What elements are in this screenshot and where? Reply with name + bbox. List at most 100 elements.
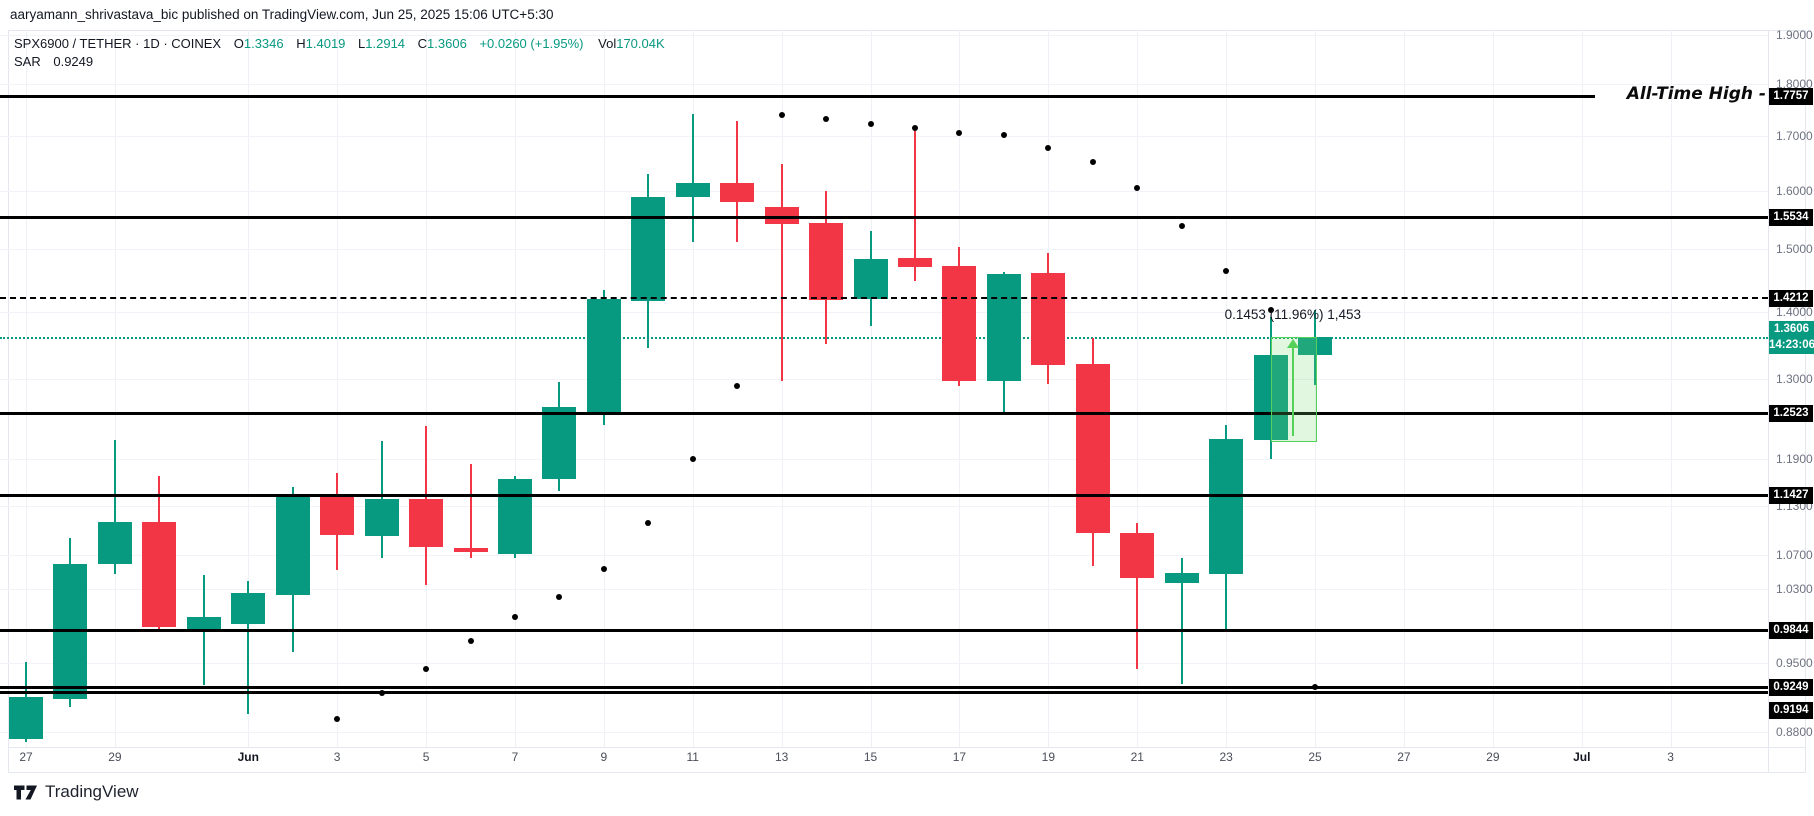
tradingview-logo-icon <box>14 785 37 800</box>
time-axis-label[interactable]: 21 <box>1130 750 1144 764</box>
gridline-horizontal <box>0 35 1768 36</box>
all-time-high-note: All-Time High - <box>1626 84 1766 105</box>
gridline-vertical <box>114 30 116 747</box>
candle-body <box>9 696 43 740</box>
gridline-vertical <box>248 30 250 747</box>
price-axis-label[interactable]: 1.8000 <box>1776 76 1813 91</box>
time-axis-label[interactable]: 7 <box>511 750 519 764</box>
gridline-vertical <box>337 30 339 747</box>
level-line[interactable] <box>0 411 1768 415</box>
sar-dot <box>956 129 963 136</box>
time-axis-label[interactable]: 15 <box>863 750 878 764</box>
high-value: 1.4019 <box>305 36 346 51</box>
price-axis-label[interactable]: 1.9000 <box>1776 28 1813 42</box>
level-axis-label: 0.9844 <box>1769 622 1813 640</box>
sar-dot <box>334 715 341 722</box>
time-axis-label[interactable]: 3 <box>333 750 341 764</box>
legend: SPX6900 / TETHER · 1D · COINEX O1.3346 H… <box>14 36 665 72</box>
candle-body <box>853 258 888 299</box>
level-line[interactable] <box>0 296 1768 299</box>
price-axis-label[interactable]: 1.1900 <box>1776 451 1813 466</box>
sar-dot <box>645 520 652 527</box>
open-value: 1.3346 <box>243 36 284 51</box>
time-axis-label[interactable]: 5 <box>422 750 430 764</box>
gridline-horizontal <box>0 190 1768 192</box>
level-line[interactable] <box>0 494 1768 498</box>
level-axis-label: 1.4212 <box>1769 289 1813 307</box>
time-axis-label[interactable]: 27 <box>19 750 33 764</box>
candle-wick <box>113 439 116 574</box>
sar-dot <box>1312 683 1319 690</box>
time-axis-label[interactable]: 13 <box>774 750 789 764</box>
gridline-horizontal <box>0 249 1768 251</box>
gridline-vertical <box>514 30 516 747</box>
time-axis-label[interactable]: 29 <box>1486 750 1500 764</box>
current-price-label: 1.3606 14:23:06 <box>1769 321 1814 355</box>
range-measure-box[interactable] <box>1270 337 1318 442</box>
current-price-line <box>0 337 1768 340</box>
sar-indicator-label[interactable]: SAR <box>14 54 41 69</box>
chart-top-border <box>8 30 1806 31</box>
close-value: 1.3606 <box>427 36 467 51</box>
sar-dot <box>1000 132 1007 139</box>
gridline-vertical <box>692 30 694 747</box>
level-axis-label: 1.1427 <box>1769 487 1813 505</box>
time-axis-label[interactable]: 9 <box>600 750 608 764</box>
sar-dot <box>1267 307 1274 314</box>
level-axis-label: 0.9249 <box>1769 678 1813 696</box>
time-axis-label[interactable]: 3 <box>1667 750 1674 764</box>
time-axis-label[interactable]: Jul <box>1573 750 1591 764</box>
time-axis-label[interactable]: 27 <box>1397 750 1411 764</box>
candle-body <box>275 494 310 595</box>
gridline-horizontal <box>0 311 1768 313</box>
candle-body <box>764 207 799 225</box>
level-line[interactable] <box>0 216 1768 220</box>
level-line[interactable] <box>0 629 1768 633</box>
price-axis-label[interactable]: 1.3000 <box>1776 371 1813 386</box>
sar-dot <box>467 638 474 645</box>
sar-dot <box>423 666 430 673</box>
time-axis-label[interactable]: 19 <box>1041 750 1056 764</box>
price-axis-label[interactable]: 1.0300 <box>1776 582 1813 597</box>
time-axis-label[interactable]: 25 <box>1308 750 1322 764</box>
chart-left-border <box>8 30 9 772</box>
time-axis-label[interactable]: 29 <box>108 750 122 764</box>
price-axis-separator <box>1768 30 1769 772</box>
candle-wick <box>914 131 916 281</box>
sar-dot <box>823 116 830 123</box>
tradingview-logo-text[interactable]: TradingView <box>45 782 139 801</box>
gridline-horizontal <box>0 378 1768 380</box>
price-axis-label[interactable]: 1.0700 <box>1776 547 1813 562</box>
price-axis-label[interactable]: 1.5000 <box>1776 242 1813 257</box>
price-axis-label[interactable]: 1.4000 <box>1776 304 1813 319</box>
change-value: +0.0260 (+1.95%) <box>479 36 584 51</box>
level-line[interactable] <box>0 691 1768 695</box>
price-axis-label[interactable]: 1.6000 <box>1776 183 1813 198</box>
gridline-vertical <box>781 30 783 747</box>
level-line[interactable] <box>0 685 1768 689</box>
gridline-vertical <box>870 30 872 747</box>
candle-body <box>97 521 132 565</box>
candle-body <box>409 499 444 548</box>
candle-body <box>231 592 266 625</box>
sar-dot <box>1089 158 1096 165</box>
high-label: H <box>296 36 306 51</box>
low-value: 1.2914 <box>365 36 406 51</box>
time-axis-label[interactable]: Jun <box>237 750 259 764</box>
symbol-description[interactable]: SPX6900 / TETHER · 1D · COINEX <box>14 36 222 51</box>
time-axis-label[interactable]: 23 <box>1219 750 1233 764</box>
price-axis-label[interactable]: 0.9500 <box>1776 655 1813 670</box>
gridline-vertical <box>1403 30 1405 747</box>
time-axis-label[interactable]: 11 <box>686 750 699 764</box>
time-axis-label[interactable]: 17 <box>952 750 967 764</box>
tradingview-footer: TradingView <box>14 782 139 802</box>
gridline-vertical <box>959 30 961 747</box>
level-line[interactable] <box>0 95 1595 99</box>
price-axis-label[interactable]: 0.8800 <box>1776 725 1813 739</box>
candle-body <box>586 298 621 413</box>
price-axis-label[interactable]: 1.7000 <box>1776 128 1813 143</box>
gridline-vertical <box>26 30 27 747</box>
range-arrow-line <box>1291 346 1294 436</box>
